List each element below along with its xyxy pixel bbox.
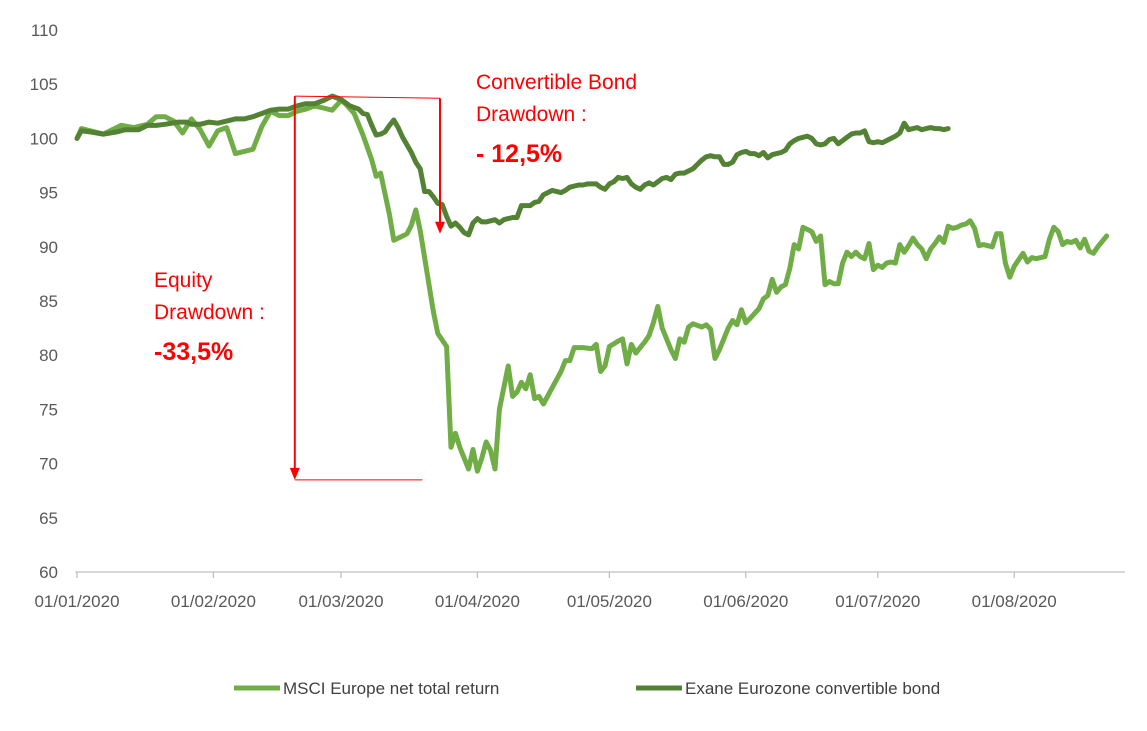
y-tick-label: 110 — [31, 21, 58, 40]
x-tick-label: 01/06/2020 — [703, 592, 788, 611]
x-tick-label: 01/07/2020 — [835, 592, 920, 611]
x-axis — [75, 571, 1125, 578]
y-tick-label: 70 — [39, 455, 58, 474]
y-tick-label: 65 — [39, 509, 58, 528]
legend: MSCI Europe net total return Exane Euroz… — [234, 679, 940, 698]
y-axis-labels: 60 65 70 75 80 85 90 95 100 105 110 — [30, 21, 58, 582]
y-tick-label: 80 — [39, 346, 58, 365]
convertible-drawdown-value: - 12,5% — [476, 140, 562, 168]
y-tick-label: 90 — [39, 238, 58, 257]
equity-drawdown-value: -33,5% — [154, 338, 233, 366]
x-tick-label: 01/02/2020 — [171, 592, 256, 611]
y-tick-label: 85 — [39, 292, 58, 311]
series-line-exane-convertible — [74, 93, 951, 238]
equity-drawdown-label-line2: Drawdown : — [154, 301, 265, 324]
x-tick-label: 01/05/2020 — [567, 592, 652, 611]
legend-label-exane: Exane Eurozone convertible bond — [685, 679, 940, 698]
convertible-drawdown-label-line2: Drawdown : — [476, 103, 587, 126]
series-group — [74, 93, 1110, 474]
equity-drawdown-label-line1: Equity — [154, 269, 213, 292]
y-tick-label: 100 — [30, 129, 58, 148]
x-tick-label: 01/04/2020 — [435, 592, 520, 611]
y-tick-label: 95 — [39, 184, 58, 203]
drawdown-annotations — [289, 95, 445, 481]
convertible-drawdown-arrowhead — [435, 221, 445, 234]
convertible-drawdown-label-line1: Convertible Bond — [476, 71, 637, 94]
equity-drawdown-arrowhead — [289, 467, 300, 480]
series-line-msci-europe — [74, 98, 1110, 474]
x-axis-labels: 01/01/2020 01/02/2020 01/03/2020 01/04/2020… — [34, 592, 1056, 611]
y-tick-label: 75 — [39, 400, 58, 419]
legend-label-msci: MSCI Europe net total return — [283, 679, 499, 698]
x-tick-label: 01/08/2020 — [972, 592, 1057, 611]
y-tick-label: 60 — [39, 563, 58, 582]
x-tick-label: 01/03/2020 — [298, 592, 383, 611]
x-tick-label: 01/01/2020 — [34, 592, 119, 611]
y-tick-label: 105 — [30, 75, 58, 94]
convertible-drawdown-top-line — [294, 95, 441, 99]
